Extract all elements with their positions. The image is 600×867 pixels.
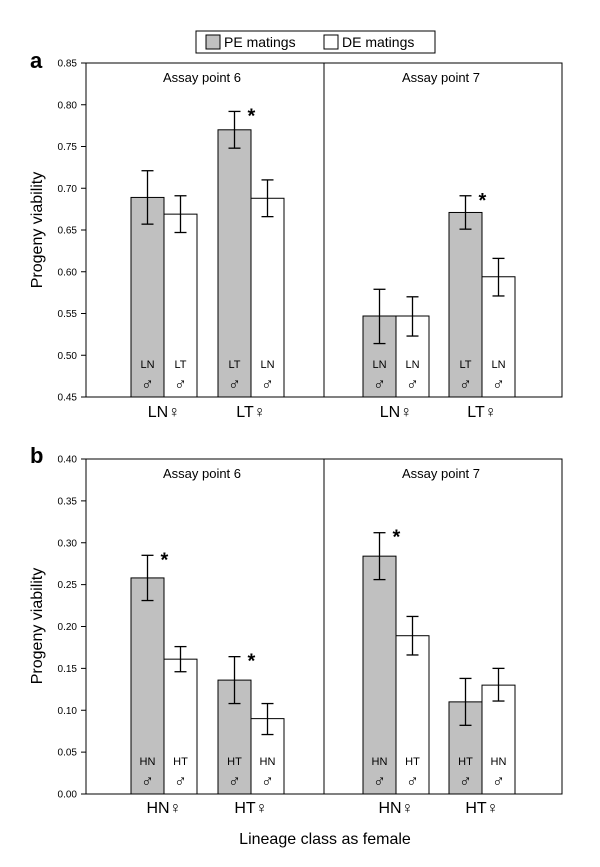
- panel-b-assay-6-title: Assay point 6: [163, 466, 241, 481]
- legend-swatch-pe: [205, 34, 221, 50]
- panel-b-assay-7-title: Assay point 7: [402, 466, 480, 481]
- panel-b-bar-male-symbol: ♂: [141, 772, 154, 791]
- panel-b-bar-male-code: HN: [491, 756, 507, 768]
- panel-a-bar-male-symbol: ♂: [459, 375, 472, 394]
- panel-b-group-label: HT♀: [465, 800, 498, 817]
- panel-a-y-tick-label: 0.85: [58, 59, 78, 70]
- panel-a-group-label: LN♀: [148, 404, 180, 421]
- panel-b-letter: b: [30, 443, 43, 468]
- legend-box: [195, 30, 436, 54]
- panel-a-y-axis-title: Progeny viability: [29, 172, 46, 289]
- panel-b-bar-male-code: HT: [227, 756, 242, 768]
- panel-a-assay-6-title: Assay point 6: [163, 70, 241, 85]
- panel-a-bar-male-symbol: ♂: [373, 375, 386, 394]
- panel-a-y-tick-label: 0.45: [58, 393, 78, 404]
- panel-b-bar-male-code: HN: [140, 756, 156, 768]
- legend-label-de: DE matings: [342, 34, 414, 50]
- panel-b-bar-male-symbol: ♂: [174, 772, 187, 791]
- panel-b-bar-de: [481, 684, 516, 795]
- panel-a-bar-male-code: LT: [228, 359, 240, 371]
- panel-b-y-tick-label: 0.10: [58, 706, 78, 717]
- panel-b-bar-male-symbol: ♂: [228, 772, 241, 791]
- panel-b-group-label: HT♀: [234, 800, 267, 817]
- panel-b-bar-de: [395, 635, 430, 795]
- panel-b: b Progeny viability Assay point 6 Assay …: [29, 443, 563, 817]
- panel-a-y-tick-label: 0.60: [58, 267, 78, 278]
- panel-b-significance-star: *: [161, 549, 169, 571]
- panel-b-y-tick-label: 0.05: [58, 748, 78, 759]
- panel-b-y-tick-label: 0.20: [58, 622, 78, 633]
- panel-b-bar-male-code: HT: [458, 756, 473, 768]
- panel-b-y-tick-label: 0.00: [58, 790, 78, 801]
- panel-a-bar-male-code: LT: [174, 359, 186, 371]
- panel-b-bar-de: [163, 658, 198, 795]
- panel-a-bar-male-code: LN: [140, 359, 154, 371]
- panel-a-bar-male-symbol: ♂: [174, 375, 187, 394]
- panel-a-bar-male-code: LN: [405, 359, 419, 371]
- panel-b-bar-pe: [362, 555, 397, 795]
- panel-b-y-tick-label: 0.35: [58, 496, 78, 507]
- panel-a-assay-7-title: Assay point 7: [402, 70, 480, 85]
- panel-b-bar-male-symbol: ♂: [406, 772, 419, 791]
- panel-b-bar-male-code: HN: [260, 756, 276, 768]
- panel-b-y-tick-label: 0.30: [58, 538, 78, 549]
- panel-b-bar-male-code: HT: [173, 756, 188, 768]
- panel-a-bar-male-code: LN: [260, 359, 274, 371]
- panel-a-bar-male-symbol: ♂: [261, 375, 274, 394]
- panel-a-bar-male-symbol: ♂: [492, 375, 505, 394]
- panel-a-group-label: LT♀: [236, 404, 265, 421]
- panel-b-significance-star: *: [393, 527, 401, 549]
- legend: PE matings DE matings: [195, 30, 436, 54]
- panel-b-y-tick-label: 0.15: [58, 664, 78, 675]
- panel-a-y-tick-label: 0.70: [58, 184, 78, 195]
- panel-b-group-label: HN♀: [146, 800, 181, 817]
- panel-a-bar-male-symbol: ♂: [228, 375, 241, 394]
- panel-a-y-tick-label: 0.55: [58, 309, 78, 320]
- panel-b-bar-male-code: HN: [372, 756, 388, 768]
- panel-a-letter: a: [30, 48, 43, 73]
- panel-b-y-tick-label: 0.25: [58, 580, 78, 591]
- panel-a-bar-de: [250, 197, 285, 398]
- panel-b-y-tick-label: 0.40: [58, 455, 78, 466]
- panel-a-bar-pe: [448, 211, 483, 398]
- panel-a-bar-pe: [217, 129, 252, 398]
- panel-a-y-tick-label: 0.50: [58, 351, 78, 362]
- panel-b-bar-male-code: HT: [405, 756, 420, 768]
- panel-a-group-label: LT♀: [467, 404, 496, 421]
- legend-swatch-de: [323, 34, 339, 50]
- panel-b-bar-male-symbol: ♂: [373, 772, 386, 791]
- panel-b-y-axis-title: Progeny viability: [29, 568, 46, 685]
- panel-a: a Progeny viability Assay point 6 Assay …: [29, 48, 563, 421]
- panel-a-bar-male-symbol: ♂: [406, 375, 419, 394]
- panel-a-group-label: LN♀: [380, 404, 412, 421]
- panel-b-group-label: HN♀: [378, 800, 413, 817]
- panel-a-bar-pe: [130, 196, 165, 398]
- panel-a-significance-star: *: [248, 105, 256, 127]
- panel-a-bar-male-code: LN: [491, 359, 505, 371]
- panel-a-bar-male-code: LT: [459, 359, 471, 371]
- panel-a-bar-de: [481, 276, 516, 398]
- panel-a-bar-de: [163, 213, 198, 398]
- panel-b-bar-male-symbol: ♂: [261, 772, 274, 791]
- panel-a-significance-star: *: [479, 190, 487, 212]
- panel-a-bar-male-code: LN: [372, 359, 386, 371]
- panel-a-bar-male-symbol: ♂: [141, 375, 154, 394]
- panel-b-significance-star: *: [248, 651, 256, 673]
- legend-label-pe: PE matings: [224, 34, 296, 50]
- panel-a-y-tick-label: 0.75: [58, 142, 78, 153]
- x-axis-title: Lineage class as female: [239, 831, 411, 848]
- panel-a-y-tick-label: 0.80: [58, 100, 78, 111]
- panel-b-bar-male-symbol: ♂: [459, 772, 472, 791]
- panel-b-bar-male-symbol: ♂: [492, 772, 505, 791]
- panel-a-y-tick-label: 0.65: [58, 226, 78, 237]
